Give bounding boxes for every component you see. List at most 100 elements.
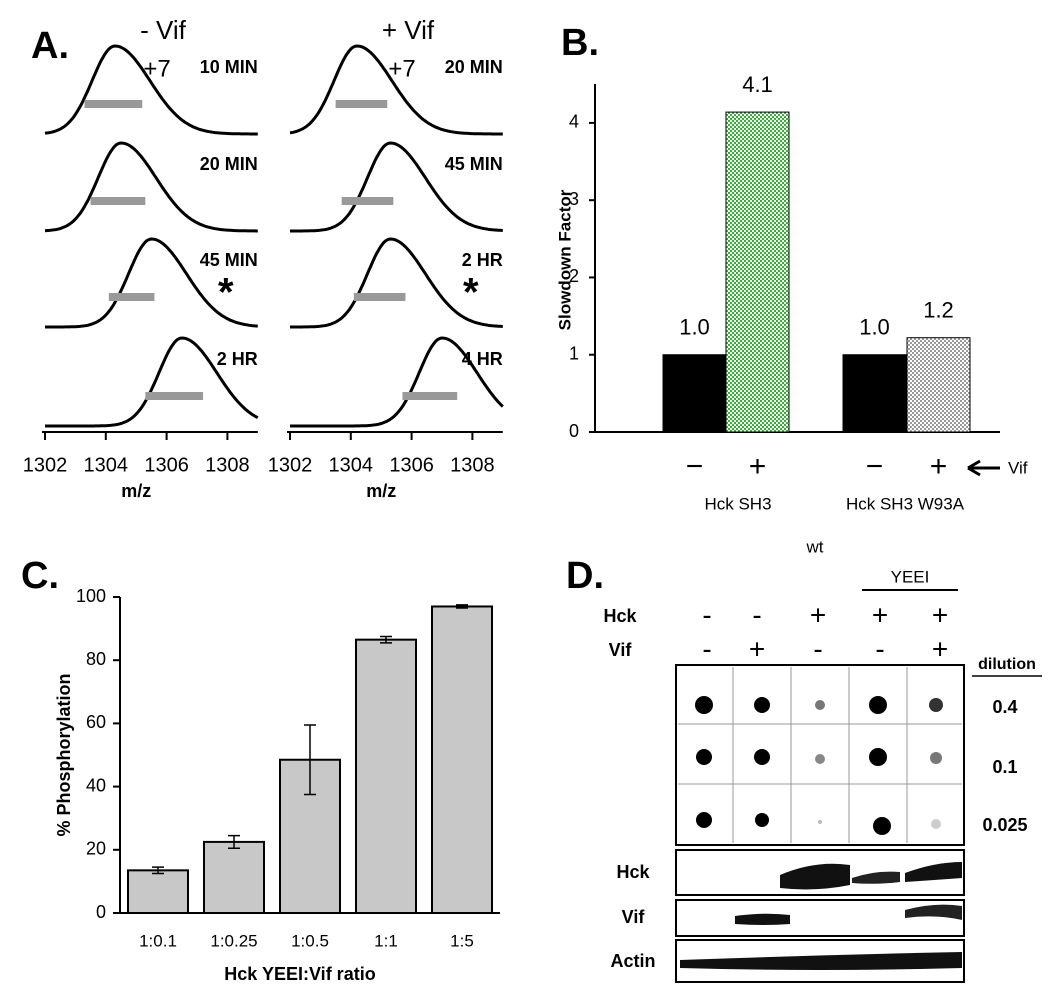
group-label: Hck SH3 W93A — [846, 494, 965, 513]
value-label: 1.0 — [679, 315, 710, 340]
error-bar — [456, 604, 468, 609]
bar — [431, 605, 493, 914]
dilution-value: 0.1 — [992, 757, 1017, 777]
spectrum-trace — [290, 237, 503, 329]
panel-label: C. — [21, 555, 59, 597]
x-tick-label: 1:0.25 — [210, 931, 257, 950]
error-bar — [380, 635, 392, 644]
dilution-value: 0.025 — [982, 815, 1027, 835]
x-tick-label: + — [749, 450, 767, 483]
time-label: 20 MIN — [445, 57, 503, 77]
dot-blot — [675, 664, 965, 846]
x-tick-label: 1308 — [205, 454, 250, 476]
row-label: Vif — [609, 640, 633, 660]
y-tick-label: 20 — [86, 839, 106, 859]
spectrum-trace — [44, 44, 258, 136]
x-axis-label: Hck YEEI:Vif ratio — [224, 964, 375, 984]
x-axis-label: m/z — [366, 481, 396, 501]
y-tick-label: 0 — [569, 421, 579, 441]
x-axis-label: m/z — [121, 481, 151, 501]
value-label: 1.2 — [923, 298, 954, 323]
time-label: 45 MIN — [200, 250, 258, 270]
x-tick-label: 1306 — [144, 454, 189, 476]
sign: - — [702, 599, 711, 630]
x-tick-label: 1:0.5 — [291, 931, 329, 950]
sign: - — [813, 633, 822, 664]
panel-label: A. — [31, 25, 69, 67]
x-tick-label: + — [930, 450, 948, 483]
x-tick-label: 1304 — [84, 454, 129, 476]
y-tick-label: 3 — [569, 189, 579, 209]
spectrum-trace — [290, 336, 504, 428]
y-tick-label: 4 — [569, 112, 579, 132]
western-blots — [675, 849, 965, 983]
value-label: 4.1 — [742, 72, 773, 97]
x-tick-label: 1:1 — [374, 931, 398, 950]
bar — [906, 337, 971, 433]
blot-label: Hck — [616, 862, 650, 882]
x-tick-label: 1306 — [389, 454, 434, 476]
significance-marker: * — [218, 271, 234, 315]
column-header: wt — [806, 537, 824, 556]
time-label: 2 HR — [217, 349, 258, 369]
spectrum-trace — [44, 141, 258, 233]
sign: + — [932, 599, 948, 630]
y-axis-label: Slowdown Factor — [555, 189, 574, 330]
sign: + — [749, 633, 765, 664]
dilution-header: dilution — [978, 656, 1036, 673]
blot-label: Vif — [622, 907, 646, 927]
x-tick-label: − — [866, 450, 884, 483]
spectrum-trace — [289, 44, 503, 136]
y-tick-label: 80 — [86, 649, 106, 669]
time-label: 2 HR — [462, 250, 503, 270]
panel-label: D. — [566, 555, 604, 597]
panel-label: B. — [561, 22, 599, 64]
sign: - — [702, 633, 711, 664]
spectrum-trace — [45, 336, 259, 428]
error-bar — [228, 834, 240, 849]
bar — [725, 111, 790, 433]
charge-label: +7 — [388, 55, 415, 82]
time-label: 20 MIN — [200, 154, 258, 174]
sign: - — [875, 633, 884, 664]
y-tick-label: 0 — [96, 902, 106, 922]
sign: + — [932, 633, 948, 664]
x-tick-label: 1304 — [329, 454, 374, 476]
significance-marker: * — [463, 271, 479, 315]
x-tick-label: 1308 — [450, 454, 495, 476]
column-title: - Vif — [140, 15, 187, 45]
x-tick-label: 1:5 — [450, 931, 474, 950]
annotation: Vif — [1008, 458, 1028, 477]
bar — [842, 354, 907, 433]
y-tick-label: 1 — [569, 343, 579, 363]
x-tick-label: 1302 — [23, 454, 68, 476]
y-tick-label: 2 — [569, 266, 579, 286]
error-bar — [152, 866, 164, 875]
blot-label: Actin — [611, 951, 656, 971]
x-tick-label: 1302 — [268, 454, 313, 476]
y-tick-label: 60 — [86, 712, 106, 732]
spectrum-trace — [290, 141, 503, 233]
time-label: 10 MIN — [200, 57, 258, 77]
error-bar — [304, 724, 316, 796]
column-title: + Vif — [382, 15, 435, 45]
value-label: 1.0 — [859, 315, 890, 340]
y-tick-label: 100 — [76, 586, 106, 606]
x-tick-label: − — [686, 450, 704, 483]
arrow — [967, 459, 1000, 477]
y-tick-label: 40 — [86, 775, 106, 795]
group-label: Hck SH3 — [704, 494, 771, 513]
spectrum-trace — [45, 237, 258, 329]
x-tick-label: 1:0.1 — [139, 931, 177, 950]
sign: + — [872, 599, 888, 630]
time-label: 45 MIN — [445, 154, 503, 174]
time-label: 4 HR — [462, 349, 503, 369]
sign: - — [752, 599, 761, 630]
y-axis-label: % Phosphorylation — [54, 673, 74, 836]
dilution-value: 0.4 — [992, 697, 1017, 717]
bar — [127, 869, 189, 915]
bar — [662, 354, 727, 433]
row-label: Hck — [603, 606, 637, 626]
column-header: YEEI — [891, 567, 930, 586]
bar — [355, 638, 417, 914]
